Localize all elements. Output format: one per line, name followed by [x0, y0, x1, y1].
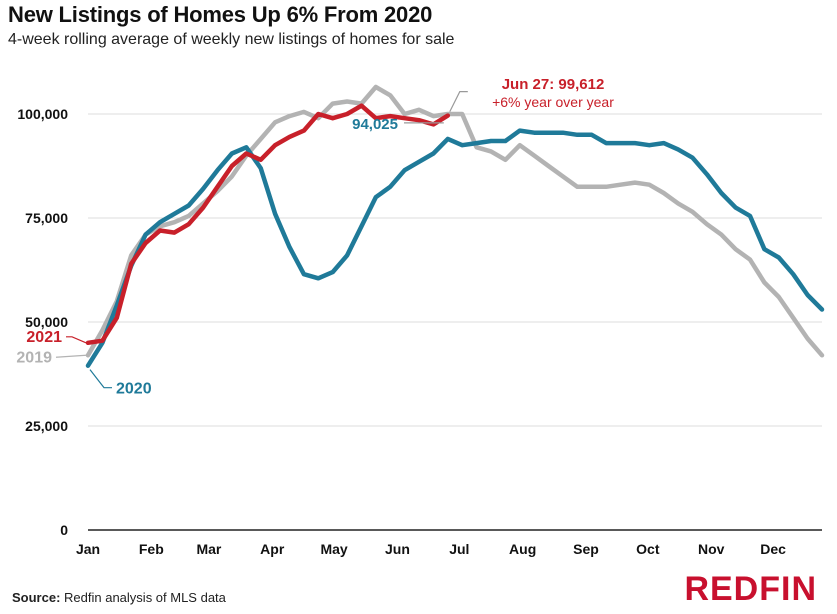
x-tick-label: Nov [698, 541, 725, 557]
x-tick-label: Apr [260, 541, 285, 557]
label-leader-2021 [66, 336, 87, 344]
x-tick-label: Mar [196, 541, 221, 557]
x-tick-label: Jun [385, 541, 410, 557]
y-tick-label: 100,000 [17, 106, 68, 122]
source-text: Redfin analysis of MLS data [64, 590, 226, 605]
redfin-logo: REDFIN [684, 570, 817, 608]
series-label-2019: 2019 [16, 349, 52, 366]
source-note: Source: Redfin analysis of MLS data [12, 590, 226, 605]
annotation-2021-line1: Jun 27: 99,612 [502, 76, 605, 93]
x-tick-label: Dec [760, 541, 786, 557]
x-tick-label: Feb [139, 541, 164, 557]
label-leader-2019 [55, 354, 87, 358]
x-tick-label: Aug [509, 541, 536, 557]
series-line-2020 [85, 128, 825, 368]
x-tick-label: Jul [449, 541, 469, 557]
x-tick-label: Jan [76, 541, 100, 557]
annotation-2020: 94,025 [352, 116, 398, 133]
x-tick-label: May [320, 541, 347, 557]
x-tick-label: Oct [636, 541, 660, 557]
y-tick-label: 75,000 [25, 210, 68, 226]
series-line-2019 [85, 84, 825, 358]
x-tick-label: Sep [573, 541, 599, 557]
y-tick-label: 50,000 [25, 314, 68, 330]
chart-subtitle: 4-week rolling average of weekly new lis… [8, 31, 455, 48]
source-label: Source: [12, 590, 61, 605]
series-label-2021: 2021 [26, 329, 62, 346]
annotation-2021-line2: +6% year over year [492, 94, 614, 110]
annotation-leader-2021 [449, 91, 468, 112]
y-tick-label: 25,000 [25, 418, 68, 434]
chart-title: New Listings of Homes Up 6% From 2020 [8, 2, 433, 27]
y-tick-label: 0 [60, 522, 68, 538]
series-label-2020: 2020 [116, 381, 152, 398]
series-line-2021 [85, 103, 451, 346]
label-leader-2020 [89, 369, 112, 389]
